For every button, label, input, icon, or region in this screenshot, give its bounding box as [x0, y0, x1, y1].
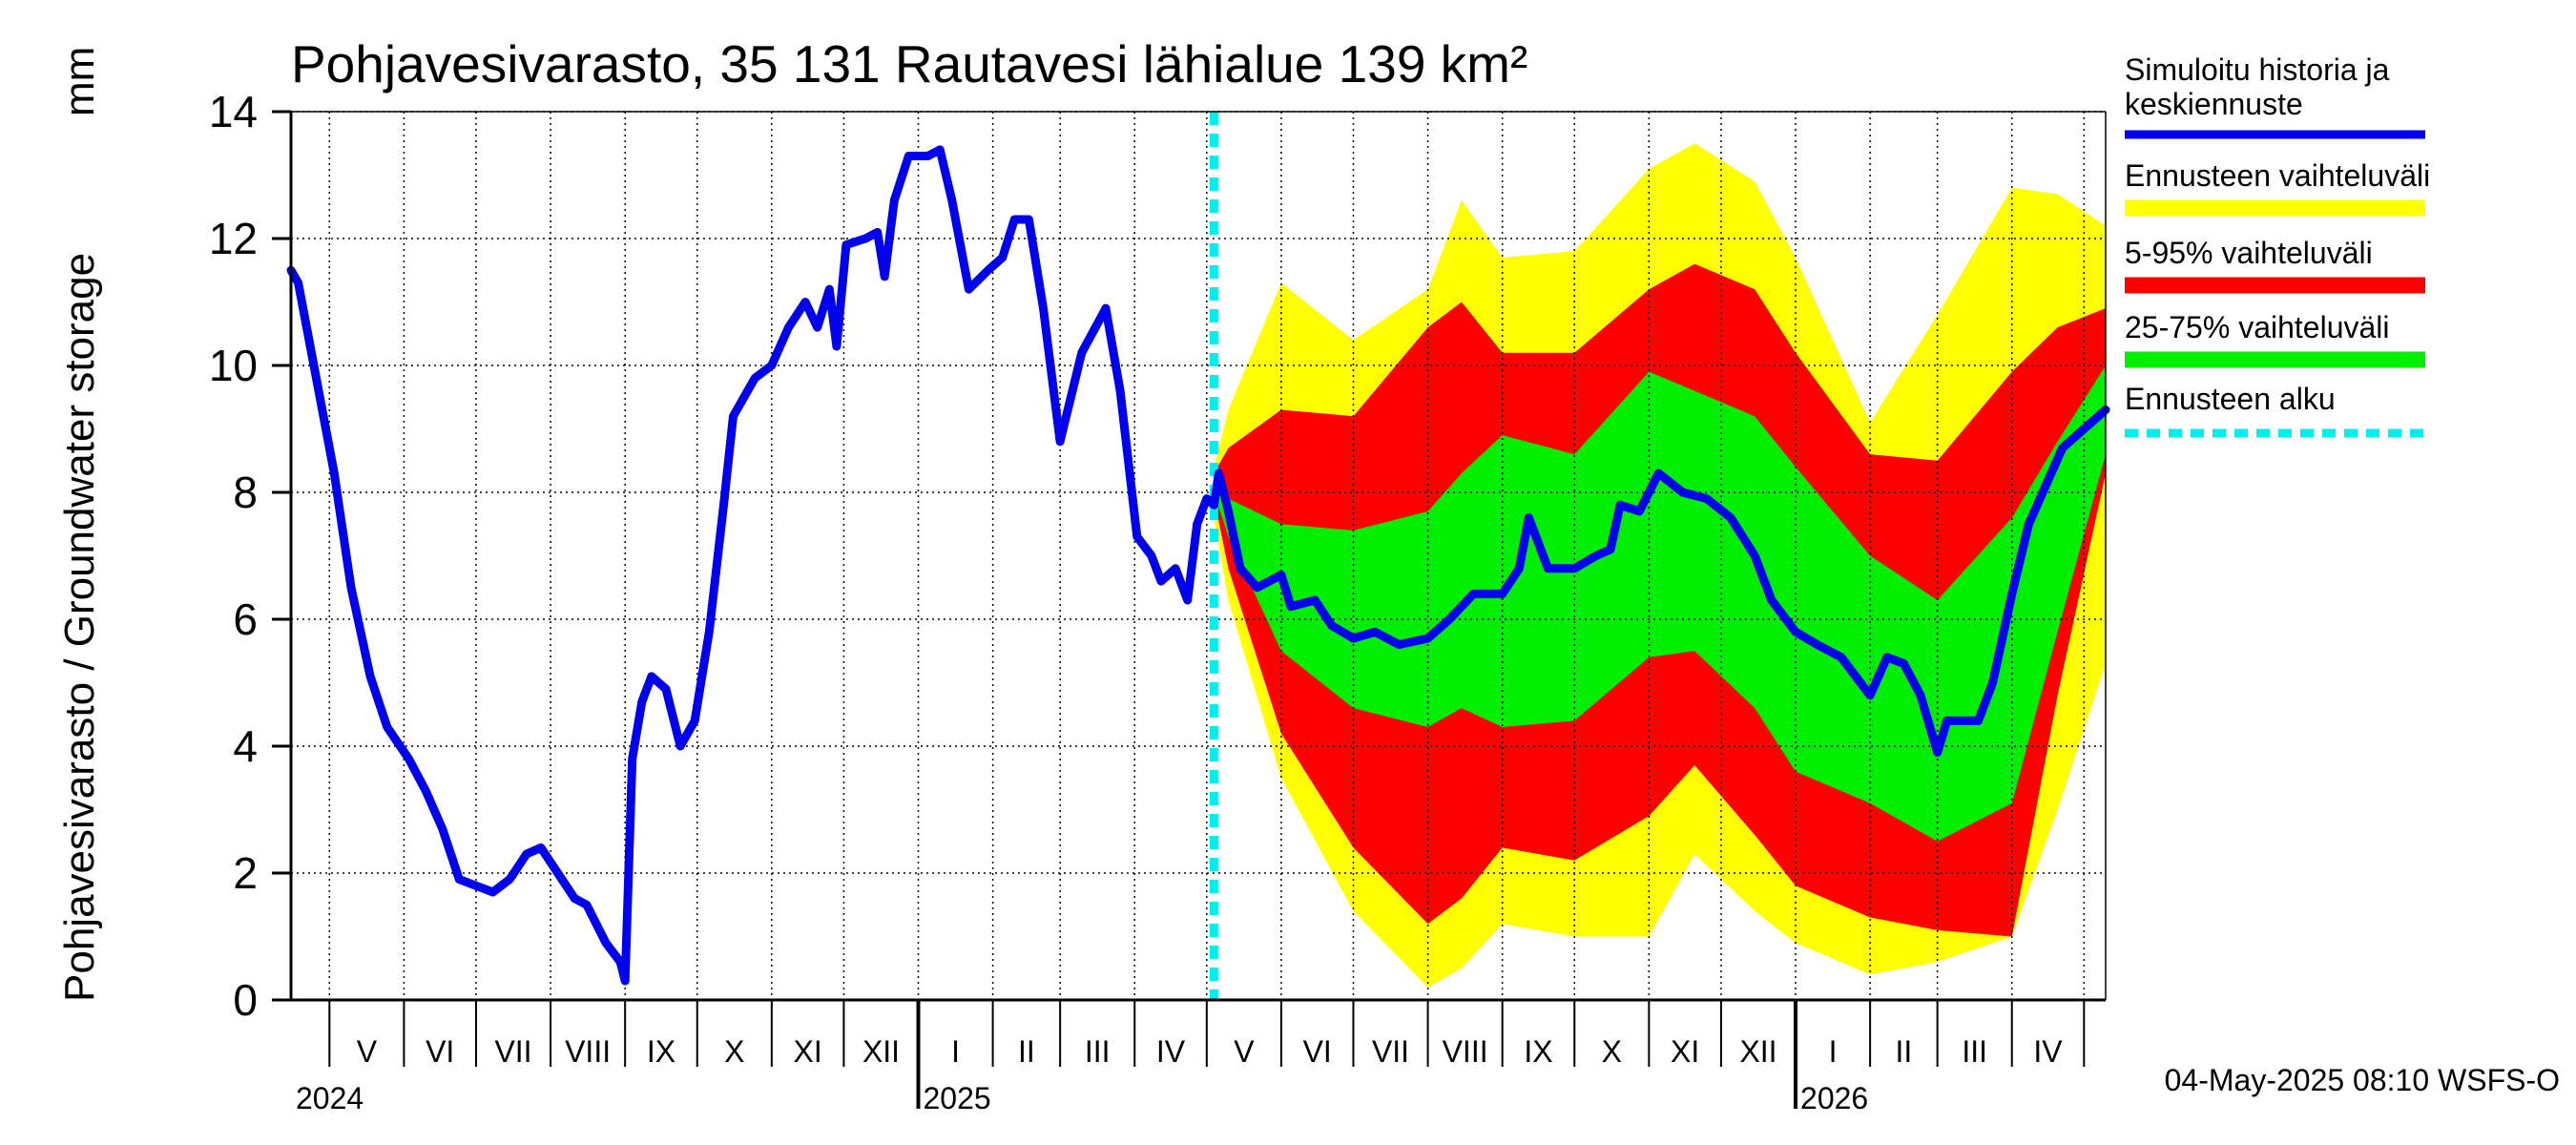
- month-label: I: [951, 1034, 960, 1069]
- month-label: XI: [1671, 1034, 1699, 1069]
- legend-label-0: Simuloitu historia ja: [2125, 52, 2390, 87]
- series-line-0: [286, 145, 2110, 986]
- month-label: VIII: [1443, 1034, 1488, 1069]
- y-tick-label: 2: [233, 848, 258, 898]
- month-label: XII: [862, 1034, 900, 1069]
- year-label: 2026: [1800, 1081, 1868, 1115]
- month-label: III: [1962, 1034, 1987, 1069]
- month-label: VII: [494, 1034, 531, 1069]
- y-tick-label: 14: [209, 87, 258, 136]
- month-label: VI: [1303, 1034, 1332, 1069]
- legend-label-0: keskiennuste: [2125, 87, 2303, 121]
- legend-label-4: Ennusteen alku: [2125, 382, 2336, 416]
- band-2: [1214, 365, 2106, 842]
- y-tick-label: 10: [209, 341, 258, 390]
- month-label: V: [1234, 1034, 1255, 1069]
- y-tick-label: 0: [233, 975, 258, 1025]
- month-label: VIII: [565, 1034, 611, 1069]
- month-label: X: [1602, 1034, 1622, 1069]
- y-axis-label: Pohjavesivarasto / Groundwater storage: [56, 253, 103, 1002]
- month-label: XI: [793, 1034, 821, 1069]
- month-label: I: [1829, 1034, 1838, 1069]
- month-label: III: [1085, 1034, 1111, 1069]
- y-tick-label: 8: [233, 468, 258, 517]
- month-label: IV: [1156, 1034, 1186, 1069]
- month-label: X: [724, 1034, 744, 1069]
- footer-timestamp: 04-May-2025 08:10 WSFS-O: [2165, 1063, 2560, 1097]
- forecast-bands: [1214, 143, 2106, 988]
- legend-label-2: 5-95% vaihteluväli: [2125, 236, 2373, 270]
- legend-label-3: 25-75% vaihteluväli: [2125, 310, 2390, 344]
- month-label: II: [1018, 1034, 1035, 1069]
- y-axis-unit: mm: [56, 47, 103, 116]
- legend-label-1: Ennusteen vaihteluväli: [2125, 158, 2430, 193]
- month-label: XII: [1739, 1034, 1776, 1069]
- month-label: IX: [647, 1034, 675, 1069]
- chart-title: Pohjavesivarasto, 35 131 Rautavesi lähia…: [291, 34, 1527, 94]
- y-tick-label: 12: [209, 214, 258, 263]
- series-layer: [286, 145, 2110, 986]
- y-tick-label: 4: [233, 721, 258, 771]
- month-label: VII: [1372, 1034, 1409, 1069]
- year-label: 2024: [296, 1081, 364, 1115]
- month-label: VI: [426, 1034, 454, 1069]
- y-tick-label: 6: [233, 594, 258, 644]
- month-label: IV: [2033, 1034, 2063, 1069]
- month-label: V: [357, 1034, 378, 1069]
- month-label: IX: [1524, 1034, 1552, 1069]
- year-label: 2025: [924, 1081, 991, 1115]
- month-label: II: [1896, 1034, 1913, 1069]
